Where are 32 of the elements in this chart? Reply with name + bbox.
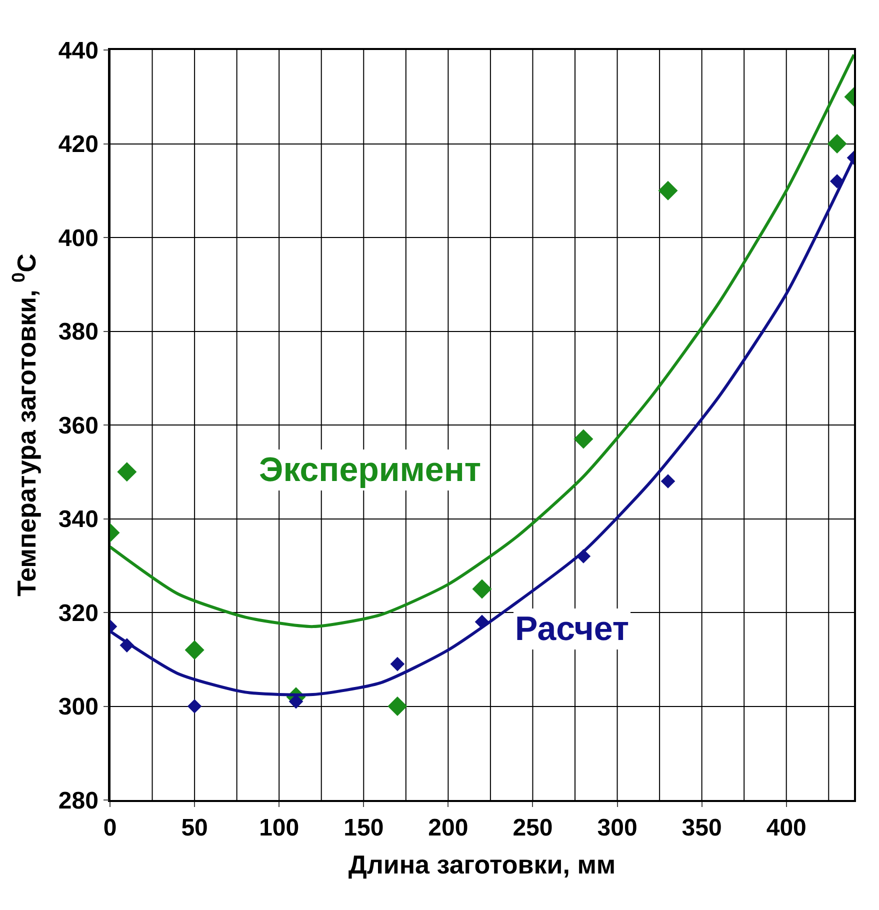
x-tick-label: 400: [766, 814, 806, 842]
point: [184, 640, 204, 660]
y-tick-label: 360: [58, 412, 98, 440]
x-tick-label: 100: [259, 814, 300, 842]
x-axis-title: Длина заготовки, мм: [348, 850, 616, 880]
x-tick-label: 200: [428, 814, 468, 842]
x-tick-label: 0: [103, 814, 117, 842]
y-tick-label: 440: [58, 37, 98, 64]
y-tick-label: 320: [58, 600, 98, 627]
point: [472, 579, 492, 599]
point: [187, 699, 202, 714]
y-tick-label: 340: [58, 506, 98, 534]
x-tick-label: 50: [181, 814, 208, 842]
text: Эксперимент: [259, 451, 482, 489]
x-tick-label: 250: [512, 814, 553, 842]
y-tick-label: 380: [58, 318, 98, 346]
point: [388, 696, 408, 716]
y-tick-label: 400: [58, 224, 98, 252]
x-tick-label: 150: [344, 814, 384, 842]
y-tick-label: 300: [58, 694, 98, 721]
y-tick-label: 420: [58, 131, 98, 158]
point: [658, 180, 678, 200]
x-tick-label: 350: [682, 814, 722, 842]
point: [390, 656, 405, 672]
x-tick-label: 300: [597, 814, 638, 842]
point: [117, 462, 137, 482]
series-label: Расчет: [515, 610, 630, 648]
point: [827, 134, 847, 154]
point: [288, 694, 304, 709]
point: [574, 429, 594, 449]
point: [660, 474, 676, 488]
y-tick-label: 280: [58, 787, 98, 814]
